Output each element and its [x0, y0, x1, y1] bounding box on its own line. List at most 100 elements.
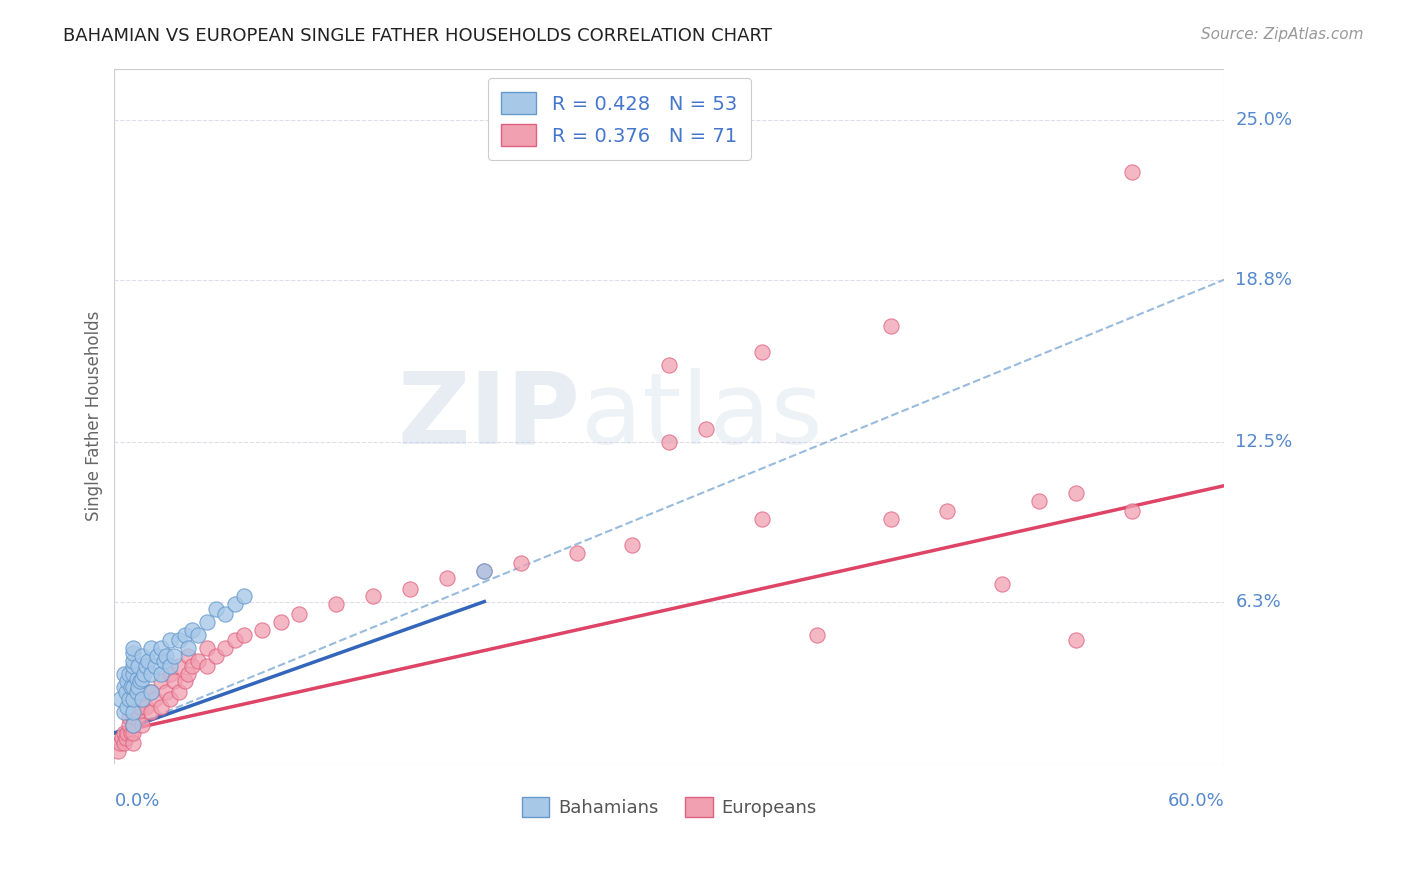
Point — [107, 744, 129, 758]
Point — [187, 628, 209, 642]
Point — [135, 659, 157, 673]
Point — [224, 597, 246, 611]
Point — [141, 666, 163, 681]
Point — [117, 700, 139, 714]
Point — [153, 654, 176, 668]
Text: 18.8%: 18.8% — [1236, 270, 1292, 289]
Point — [288, 607, 311, 622]
Point — [112, 706, 135, 720]
Point — [162, 674, 184, 689]
Point — [162, 648, 184, 663]
Point — [167, 659, 190, 673]
Point — [112, 736, 135, 750]
Point — [141, 706, 163, 720]
Point — [1064, 633, 1087, 648]
Point — [880, 319, 903, 334]
Point — [122, 692, 145, 706]
Point — [149, 674, 172, 689]
Point — [181, 623, 204, 637]
Point — [658, 434, 681, 449]
Point — [167, 684, 190, 698]
Point — [122, 736, 145, 750]
Point — [131, 692, 153, 706]
Point — [122, 692, 145, 706]
Point — [1028, 494, 1050, 508]
Point — [127, 680, 149, 694]
Point — [658, 358, 681, 372]
Point — [118, 718, 141, 732]
Point — [806, 628, 828, 642]
Point — [122, 718, 145, 732]
Point — [205, 648, 228, 663]
Y-axis label: Single Father Households: Single Father Households — [86, 311, 103, 521]
Point — [159, 633, 181, 648]
Text: 0.0%: 0.0% — [114, 791, 160, 810]
Point — [621, 538, 644, 552]
Point — [112, 680, 135, 694]
Point — [117, 674, 139, 689]
Point — [131, 672, 153, 686]
Point — [173, 674, 195, 689]
Point — [935, 504, 957, 518]
Point — [122, 726, 145, 740]
Point — [159, 666, 181, 681]
Point — [122, 706, 145, 720]
Point — [125, 672, 148, 686]
Point — [118, 710, 141, 724]
Point — [880, 512, 903, 526]
Point — [177, 666, 200, 681]
Point — [1121, 164, 1143, 178]
Point — [252, 623, 274, 637]
Point — [1121, 504, 1143, 518]
Point — [112, 666, 135, 681]
Point — [187, 654, 209, 668]
Point — [214, 607, 236, 622]
Point — [122, 700, 145, 714]
Point — [195, 615, 218, 630]
Point — [159, 659, 181, 673]
Text: 25.0%: 25.0% — [1236, 111, 1292, 129]
Text: 12.5%: 12.5% — [1236, 433, 1292, 451]
Point — [177, 640, 200, 655]
Point — [224, 633, 246, 648]
Point — [122, 710, 145, 724]
Point — [270, 615, 292, 630]
Point — [146, 648, 169, 663]
Text: Source: ZipAtlas.com: Source: ZipAtlas.com — [1201, 27, 1364, 42]
Point — [132, 666, 155, 681]
Point — [232, 590, 254, 604]
Point — [751, 344, 773, 359]
Point — [127, 659, 149, 673]
Point — [436, 571, 458, 585]
Point — [122, 646, 145, 660]
Point — [141, 684, 163, 698]
Point — [1064, 486, 1087, 500]
Point — [155, 648, 177, 663]
Point — [565, 546, 588, 560]
Point — [214, 640, 236, 655]
Point — [363, 590, 385, 604]
Point — [114, 684, 136, 698]
Text: 60.0%: 60.0% — [1167, 791, 1225, 810]
Point — [232, 628, 254, 642]
Point — [143, 659, 166, 673]
Point — [125, 684, 148, 698]
Point — [112, 726, 135, 740]
Point — [136, 654, 159, 668]
Point — [195, 659, 218, 673]
Point — [472, 564, 495, 578]
Point — [122, 654, 145, 668]
Point — [114, 731, 136, 745]
Point — [136, 684, 159, 698]
Point — [131, 692, 153, 706]
Point — [991, 576, 1014, 591]
Point — [149, 640, 172, 655]
Point — [129, 674, 152, 689]
Point — [122, 659, 145, 673]
Point — [205, 602, 228, 616]
Point — [122, 666, 145, 681]
Point — [125, 710, 148, 724]
Point — [122, 680, 145, 694]
Point — [118, 692, 141, 706]
Point — [167, 633, 190, 648]
